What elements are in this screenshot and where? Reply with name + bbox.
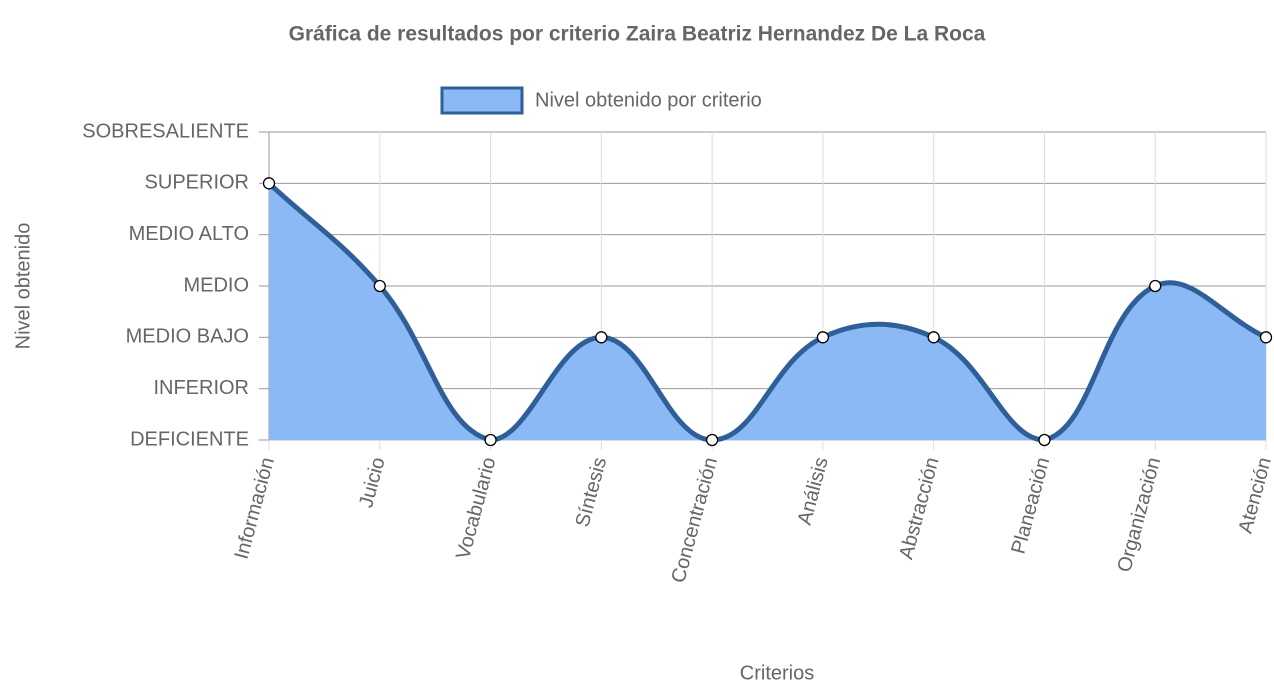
x-tick-label: Planeación bbox=[1008, 455, 1055, 556]
x-tick-label: Vocabulario bbox=[452, 455, 500, 562]
y-tick-label: MEDIO BAJO bbox=[126, 326, 249, 348]
y-tick-label: SUPERIOR bbox=[145, 172, 249, 194]
point bbox=[484, 433, 497, 447]
y-axis-title: Nivel obtenido bbox=[12, 223, 34, 350]
chart-title: Gráfica de resultados por criterio Zaira… bbox=[289, 23, 986, 46]
point bbox=[927, 331, 940, 344]
point bbox=[1259, 331, 1273, 344]
y-tick-label: SOBRESALIENTE bbox=[82, 120, 249, 142]
legend-label: Nivel obtenido por criterio bbox=[535, 89, 762, 111]
y-tick-label: DEFICIENTE bbox=[130, 428, 249, 450]
x-tick-label: Juicio bbox=[355, 455, 389, 510]
x-tick-label: Concentración bbox=[667, 455, 722, 585]
y-tick-label: INFERIOR bbox=[153, 377, 249, 399]
point bbox=[1149, 279, 1162, 293]
x-tick-label: Organización bbox=[1113, 455, 1165, 575]
point bbox=[373, 279, 386, 293]
y-tick-label: MEDIO bbox=[183, 274, 249, 296]
legend-swatch bbox=[440, 86, 524, 115]
point bbox=[262, 177, 276, 190]
x-tick-label: Síntesis bbox=[572, 455, 612, 529]
point bbox=[705, 433, 719, 447]
x-tick-label: Abstracción bbox=[895, 455, 943, 562]
x-axis-title: Criterios bbox=[740, 662, 814, 684]
point bbox=[595, 331, 608, 344]
x-tick-label: Información bbox=[231, 455, 279, 562]
x-tick-label: Análisis bbox=[794, 455, 833, 527]
y-tick-label: MEDIO ALTO bbox=[129, 223, 249, 245]
area bbox=[269, 183, 1266, 441]
point bbox=[816, 331, 830, 344]
point bbox=[1038, 433, 1051, 447]
line bbox=[267, 181, 1268, 443]
x-tick-label: Atención bbox=[1235, 455, 1274, 536]
